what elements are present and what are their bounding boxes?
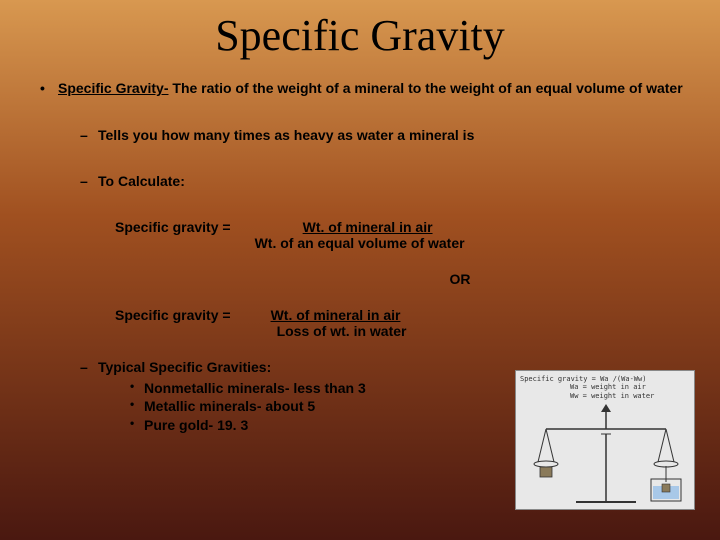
definition-term: Specific Gravity-: [58, 80, 169, 96]
formula-1: Specific gravity = Wt. of mineral in air…: [115, 219, 690, 251]
definition-bullet: Specific Gravity- The ratio of the weigh…: [40, 79, 690, 97]
formula2-numerator: Wt. of mineral in air: [271, 307, 407, 323]
definition-text: The ratio of the weight of a mineral to …: [169, 80, 683, 96]
formula-2: Specific gravity = Wt. of mineral in air…: [115, 307, 690, 339]
sub-bullet-2: To Calculate:: [80, 173, 690, 189]
formula1-lhs: Specific gravity =: [115, 219, 231, 251]
formula2-denominator: Loss of wt. in water: [277, 323, 407, 339]
slide-title: Specific Gravity: [30, 10, 690, 61]
formula1-rhs: Wt. of mineral in air Wt. of an equal vo…: [271, 219, 465, 251]
diagram-line3: Ww = weight in water: [570, 392, 690, 400]
balance-diagram: Specific gravity = Wa /(Wa-Ww) Wa = weig…: [515, 370, 695, 510]
or-separator: OR: [230, 271, 690, 287]
diagram-line1: Specific gravity = Wa /(Wa-Ww): [520, 375, 690, 383]
formula1-denominator: Wt. of an equal volume of water: [255, 235, 465, 251]
sub-bullet-1: Tells you how many times as heavy as wat…: [80, 127, 690, 143]
slide-container: Specific Gravity Specific Gravity- The r…: [0, 0, 720, 540]
diagram-line2: Wa = weight in air: [570, 383, 690, 391]
formula2-lhs: Specific gravity =: [115, 307, 231, 339]
formula1-numerator: Wt. of mineral in air: [271, 219, 465, 235]
diagram-caption: Specific gravity = Wa /(Wa-Ww) Wa = weig…: [516, 371, 694, 404]
balance-scale-icon: [516, 404, 696, 509]
formula2-rhs: Wt. of mineral in air Loss of wt. in wat…: [271, 307, 407, 339]
